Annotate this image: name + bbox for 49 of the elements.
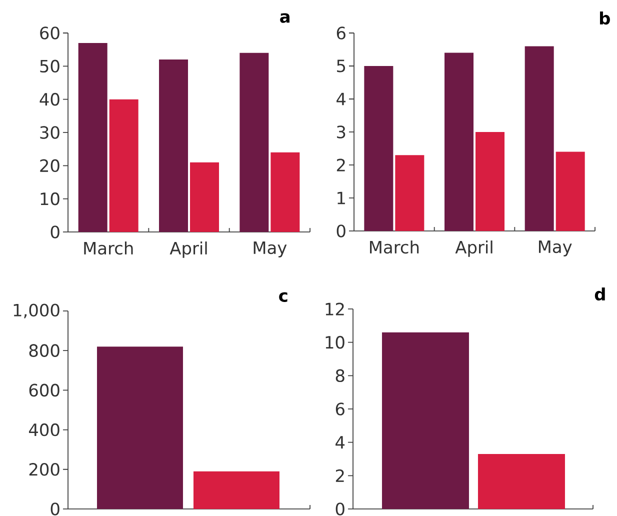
y-tick-label: 20 (40, 159, 60, 172)
y-tick-label: 0 (50, 502, 60, 516)
y-tick-label: 800 (29, 344, 60, 357)
y-tick-label: 50 (40, 60, 60, 73)
y-tick-label: 200 (29, 462, 60, 476)
y-tick-label: 0 (336, 224, 346, 238)
y-tick-label: 1,000 (14, 304, 60, 318)
y-tick-label: 1 (338, 192, 345, 204)
y-tick-label: 12 (326, 302, 344, 316)
y-tick-label: 8 (336, 369, 344, 382)
bar (78, 42, 108, 232)
chart-title: a (280, 13, 290, 23)
x-tick-label: May (538, 240, 572, 256)
bar (395, 155, 424, 231)
y-tick-label: 0 (50, 226, 60, 238)
x-tick-label: April (455, 240, 492, 257)
y-tick-label: 6 (336, 402, 344, 416)
x-tick-label: March (370, 240, 419, 254)
y-tick-label: 4 (336, 92, 346, 106)
bar (364, 66, 394, 231)
chart-title: b (600, 12, 610, 25)
y-tick-label: 6 (336, 26, 346, 40)
y-tick-label: 5 (337, 60, 346, 72)
y-tick-label: 2 (336, 469, 344, 482)
y-tick-label: 400 (28, 423, 60, 436)
y-tick-label: 10 (40, 192, 60, 206)
bar (270, 152, 300, 232)
y-tick-label: 600 (29, 384, 60, 397)
bar (109, 99, 138, 232)
bar (524, 46, 554, 231)
x-tick-label: May (254, 242, 287, 258)
bar (556, 152, 585, 231)
chart-title: c (279, 292, 288, 302)
bar (240, 52, 269, 232)
y-tick-label: 30 (40, 126, 60, 139)
bar (476, 132, 505, 231)
x-tick-label: March (84, 241, 133, 255)
chart-title: d (594, 287, 605, 301)
y-tick-label: 10 (326, 336, 344, 349)
y-tick-label: 0 (336, 502, 344, 516)
x-tick-label: April (170, 241, 207, 258)
bar (190, 162, 220, 232)
y-tick-label: 60 (40, 26, 60, 40)
bar (159, 60, 188, 232)
y-tick-label: 3 (337, 126, 346, 138)
y-tick-label: 40 (40, 92, 60, 106)
y-tick-label: 4 (336, 436, 345, 448)
y-tick-label: 2 (336, 158, 345, 172)
bar (444, 52, 474, 231)
